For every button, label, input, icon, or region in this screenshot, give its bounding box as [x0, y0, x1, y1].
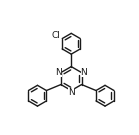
Text: N: N: [68, 88, 75, 97]
Text: N: N: [55, 68, 62, 77]
Text: N: N: [80, 68, 87, 77]
Text: Cl: Cl: [52, 31, 61, 40]
